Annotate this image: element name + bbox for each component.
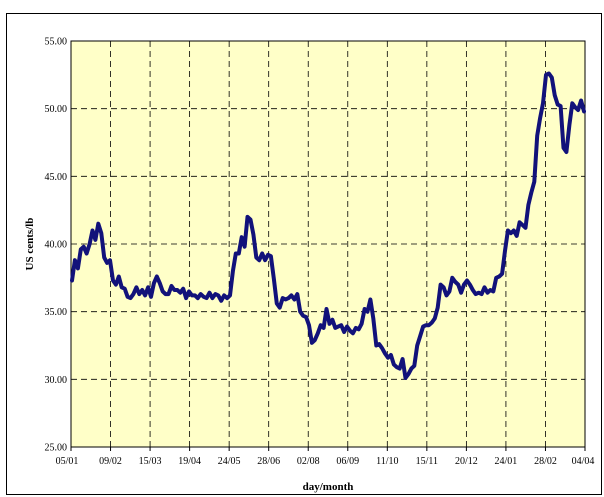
y-axis-ticks: 25.00 30.00 35.00 40.00 45.00 50.00 55.00 [45,37,68,454]
x-tick-label: 19/04 [178,456,201,467]
y-tick-label: 45.00 [45,172,68,183]
y-tick-label: 30.00 [45,375,68,386]
x-tick-label: 24/05 [218,456,241,467]
x-tick-label: 05/01 [56,456,79,467]
y-axis-title: US cents/lb [24,218,36,271]
y-tick-label: 35.00 [45,307,68,318]
x-tick-label: 15/11 [416,456,438,467]
x-tick-label: 20/12 [455,456,478,467]
x-tick-label: 09/02 [99,456,122,467]
x-tick-label: 06/09 [336,456,359,467]
x-tick-label: 04/04 [572,456,595,467]
x-tick-label: 02/08 [297,456,320,467]
x-tick-label: 15/03 [139,456,162,467]
y-tick-label: 25.00 [45,443,68,454]
x-tick-label: 28/06 [257,456,280,467]
x-tick-label: 24/01 [495,456,518,467]
y-tick-label: 40.00 [45,240,68,251]
y-tick-label: 55.00 [45,37,68,48]
x-tick-label: 28/02 [534,456,557,467]
x-axis-title: day/month [303,481,354,493]
series-line [70,71,586,380]
y-tick-label: 50.00 [45,104,68,115]
x-axis-ticks: 05/01 09/02 15/03 19/04 24/05 28/06 02/08 06/09… [56,447,595,467]
x-tick-label: 11/10 [376,456,398,467]
